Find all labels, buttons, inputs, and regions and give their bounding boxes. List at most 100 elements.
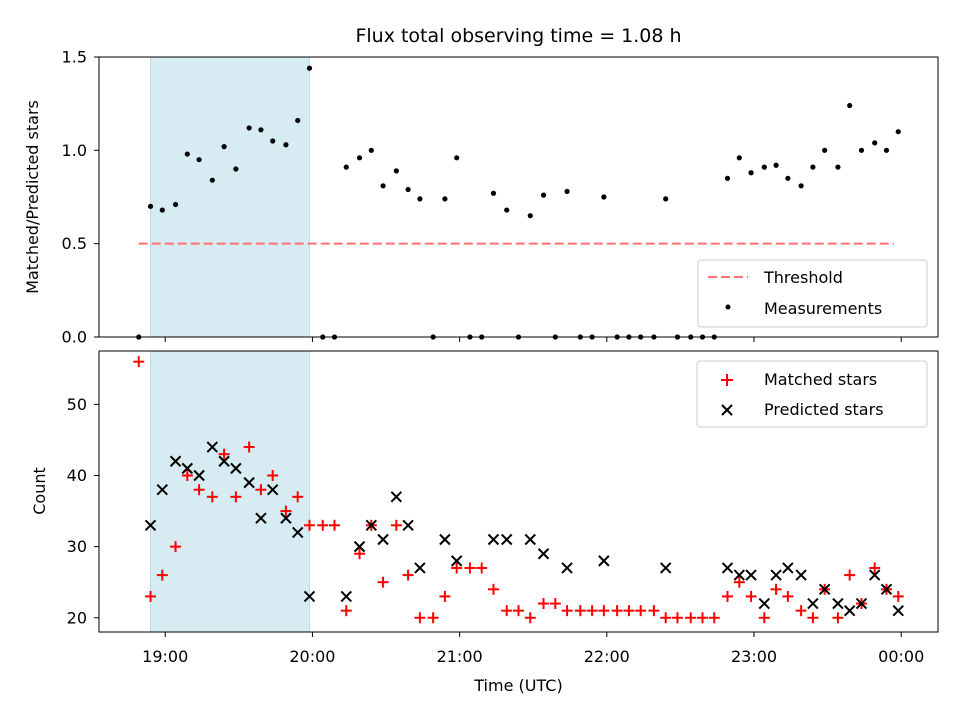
legend-matched-swatch xyxy=(721,374,733,386)
bottom-axes-frame xyxy=(98,350,939,633)
predicted-star-point xyxy=(770,569,782,581)
predicted-star-point xyxy=(414,562,426,574)
predicted-star-point xyxy=(745,569,757,581)
measurement-point xyxy=(663,196,669,202)
measurement-point xyxy=(527,213,533,219)
predicted-star-point xyxy=(843,604,856,617)
matched-star-point xyxy=(745,590,757,602)
measurement-point xyxy=(810,164,816,170)
measurement-point xyxy=(847,102,853,109)
measurement-point xyxy=(233,166,239,172)
predicted-star-point xyxy=(402,519,414,531)
predicted-star-point xyxy=(561,562,573,574)
matched-star-point xyxy=(255,484,267,496)
x-tick-label: 21:00 xyxy=(437,647,483,666)
y-tick-label: 30 xyxy=(67,537,87,556)
predicted-star-point xyxy=(353,540,366,553)
measurement-point xyxy=(368,147,374,153)
measurement-point xyxy=(209,177,215,183)
top-shaded-region xyxy=(150,56,310,338)
measurement-point xyxy=(147,203,154,209)
predicted-star-point xyxy=(733,569,745,581)
x-tick-label: 23:00 xyxy=(731,647,777,666)
matched-star-point xyxy=(671,612,683,624)
measurement-point xyxy=(184,151,190,157)
matched-star-point xyxy=(170,541,182,553)
matched-star-point xyxy=(733,576,745,588)
matched-star-point xyxy=(648,605,660,617)
matched-star-point xyxy=(501,605,513,617)
measurement-point xyxy=(196,157,202,163)
measurement-point xyxy=(417,196,423,202)
matched-star-point xyxy=(807,612,819,624)
matched-star-point xyxy=(193,484,205,496)
predicted-star-point xyxy=(193,469,205,482)
matched-star-point xyxy=(782,590,794,602)
y-tick-label: 0.0 xyxy=(62,328,87,347)
measurement-point xyxy=(442,196,448,202)
predicted-star-point xyxy=(292,526,304,539)
matched-star-point xyxy=(892,590,904,602)
matched-star-point xyxy=(414,612,426,624)
measurement-point xyxy=(393,168,399,174)
matched-star-point xyxy=(538,598,550,610)
matched-star-point xyxy=(708,612,720,624)
predicted-star-point xyxy=(243,476,255,489)
y-tick-label: 1.5 xyxy=(62,48,87,67)
matched-star-point xyxy=(685,612,697,624)
predicted-star-point xyxy=(758,597,771,610)
measurement-point xyxy=(798,183,804,189)
predicted-star-point xyxy=(880,583,893,596)
measurement-point xyxy=(380,183,386,189)
matched-star-point xyxy=(770,583,782,595)
x-axis-label: Time (UTC) xyxy=(473,676,562,695)
predicted-star-point xyxy=(721,562,734,574)
measurement-point xyxy=(343,164,349,170)
matched-star-point xyxy=(758,612,770,624)
measurement-point xyxy=(822,147,828,153)
predicted-star-point xyxy=(524,533,536,546)
matched-star-point xyxy=(869,562,881,574)
matched-star-point xyxy=(145,590,157,602)
matched-star-point xyxy=(611,605,623,617)
matched-star-point xyxy=(280,505,292,517)
legend-predicted-swatch xyxy=(721,404,733,416)
measurement-point xyxy=(773,162,779,168)
predicted-star-point xyxy=(659,562,672,574)
measurement-point xyxy=(785,175,791,181)
matched-star-point xyxy=(832,612,844,624)
measurement-point xyxy=(221,144,227,150)
matched-star-point xyxy=(549,598,561,610)
legend-predicted-label: Predicted stars xyxy=(764,400,884,419)
predicted-star-point xyxy=(156,484,169,496)
matched-star-point xyxy=(267,469,279,481)
x-tick-label: 00:00 xyxy=(878,647,924,666)
predicted-star-point xyxy=(144,519,157,531)
predicted-star-point xyxy=(487,533,500,546)
predicted-star-point xyxy=(266,484,279,496)
matched-star-point xyxy=(574,605,586,617)
predicted-star-point xyxy=(868,569,881,581)
matched-star-point xyxy=(635,605,647,617)
predicted-star-point xyxy=(537,548,550,560)
x-tick-label: 22:00 xyxy=(584,647,630,666)
bottom-shaded-region xyxy=(150,350,310,633)
measurement-point xyxy=(504,207,510,213)
matched-star-point xyxy=(329,519,341,531)
predicted-star-point xyxy=(501,533,513,546)
predicted-star-point xyxy=(855,597,868,610)
y-tick-label: 20 xyxy=(67,608,87,627)
matched-star-point xyxy=(390,519,402,531)
matched-star-point xyxy=(696,612,708,624)
measurement-point xyxy=(895,129,901,135)
bottom-legend-box xyxy=(696,360,928,428)
predicted-star-point xyxy=(439,533,451,546)
predicted-star-point xyxy=(377,533,389,546)
matched-star-point xyxy=(218,448,230,460)
top-y-axis-label: Matched/Predicted stars xyxy=(23,100,42,294)
matched-star-point xyxy=(133,356,145,368)
matched-star-point xyxy=(181,469,193,481)
predicted-star-point xyxy=(255,512,267,524)
legend-threshold-label: Threshold xyxy=(763,268,843,287)
